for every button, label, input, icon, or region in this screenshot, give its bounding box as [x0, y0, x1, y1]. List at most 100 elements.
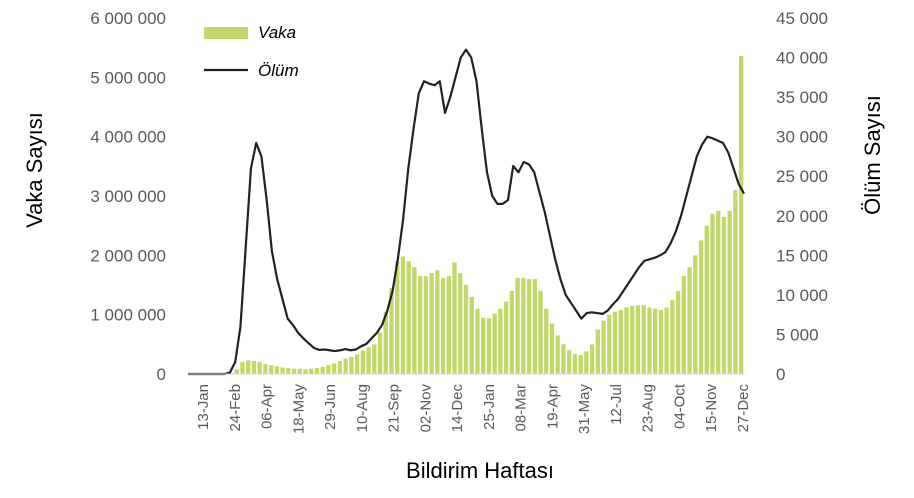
- x-tick-label: 10-Aug: [354, 384, 371, 432]
- right-tick-label: 35 000: [776, 88, 828, 107]
- bar: [366, 347, 371, 374]
- bar: [354, 354, 360, 374]
- line-series-olum: [188, 48, 745, 376]
- x-tick-label: 27-Dec: [735, 384, 752, 433]
- bar: [314, 368, 320, 374]
- x-axis-ticks: 13-Jan 24-Feb 06-Apr 18-May 29-Jun 10-Aug 21-S…: [195, 383, 752, 434]
- bar: [584, 351, 589, 374]
- left-tick-label: 0: [157, 365, 166, 384]
- bar: [372, 344, 377, 374]
- left-tick-label: 1 000 000: [90, 306, 166, 325]
- bar: [246, 360, 251, 374]
- bar: [721, 216, 727, 374]
- left-tick-label: 3 000 000: [90, 187, 166, 206]
- bar: [389, 287, 394, 374]
- left-tick-label: 4 000 000: [90, 128, 166, 147]
- x-tick-label: 21-Sep: [386, 384, 403, 432]
- x-tick-label: 04-Oct: [671, 383, 688, 429]
- bar: [509, 290, 515, 374]
- bar: [268, 365, 274, 374]
- bar: [738, 55, 744, 374]
- bar: [417, 276, 423, 374]
- x-tick-label: 02-Nov: [417, 384, 434, 433]
- x-tick-label: 12-Jul: [608, 384, 625, 425]
- x-tick-label: 24-Feb: [227, 384, 244, 432]
- bar: [664, 307, 669, 374]
- x-tick-label: 06-Apr: [259, 384, 276, 429]
- bar: [630, 305, 635, 374]
- bar: [561, 344, 566, 374]
- bar: [400, 256, 406, 374]
- right-tick-label: 25 000: [776, 167, 828, 186]
- bar: [303, 369, 308, 374]
- right-tick-label: 20 000: [776, 207, 828, 226]
- x-tick-label: 29-Jun: [322, 384, 339, 430]
- bar: [309, 368, 314, 374]
- x-tick-label: 18-May: [290, 384, 307, 435]
- bar: [498, 308, 503, 374]
- bar: [515, 277, 520, 374]
- legend: Vaka Ölüm: [204, 23, 299, 80]
- legend-label-vaka: Vaka: [258, 23, 296, 42]
- x-tick-label: 15-Nov: [703, 384, 720, 433]
- bar: [377, 332, 383, 374]
- bar: [234, 369, 239, 374]
- bar: [727, 210, 732, 374]
- bar: [297, 368, 302, 374]
- bar: [349, 356, 354, 374]
- bar: [326, 365, 331, 374]
- bar: [291, 368, 297, 374]
- bar: [337, 360, 343, 374]
- bar: [481, 317, 486, 374]
- bar: [469, 296, 474, 374]
- bar: [521, 277, 526, 374]
- bar: [286, 368, 291, 374]
- bar: [681, 276, 686, 374]
- left-tick-label: 2 000 000: [90, 246, 166, 265]
- bar: [492, 313, 497, 374]
- right-tick-label: 5 000: [776, 325, 819, 344]
- bar: [698, 240, 704, 374]
- bar: [567, 350, 572, 374]
- x-axis-title: Bildirim Haftası: [406, 458, 554, 483]
- right-tick-label: 40 000: [776, 49, 828, 68]
- x-tick-label: 13-Jan: [195, 384, 212, 430]
- bar: [687, 267, 692, 374]
- bar: [503, 301, 509, 374]
- bar: [280, 367, 285, 374]
- bar-series-vaka: [228, 55, 744, 374]
- bar: [589, 344, 595, 374]
- bar: [475, 308, 480, 374]
- legend-swatch-vaka: [204, 27, 248, 39]
- bar: [320, 366, 325, 374]
- x-tick-label: 14-Dec: [449, 384, 466, 433]
- bar: [452, 262, 457, 374]
- bar: [670, 299, 675, 374]
- x-tick-label: 08-Mar: [513, 384, 530, 432]
- bar: [624, 307, 629, 374]
- bar: [526, 279, 532, 374]
- bar: [710, 213, 715, 374]
- right-tick-label: 10 000: [776, 286, 828, 305]
- right-tick-label: 30 000: [776, 128, 828, 147]
- bar: [675, 290, 681, 374]
- bar: [635, 305, 641, 374]
- bar: [228, 372, 234, 374]
- bar: [435, 270, 440, 374]
- left-axis-title: Vaka Sayısı: [22, 112, 47, 228]
- bar: [555, 335, 560, 374]
- bar: [618, 309, 623, 374]
- bar: [395, 261, 400, 374]
- bar: [463, 285, 469, 374]
- bar: [412, 267, 417, 374]
- bar: [612, 311, 618, 374]
- bar: [429, 273, 434, 374]
- right-axis-ticks: 0 5 000 10 000 15 000 20 000 25 000 30 000 35 0…: [776, 9, 828, 384]
- bar: [458, 273, 463, 374]
- left-axis-ticks: 0 1 000 000 2 000 000 3 000 000 4 000 000 5 0…: [90, 9, 166, 384]
- bar: [343, 358, 348, 374]
- bar: [647, 307, 652, 374]
- right-tick-label: 0: [776, 365, 785, 384]
- bar: [693, 255, 698, 374]
- bar: [274, 366, 280, 374]
